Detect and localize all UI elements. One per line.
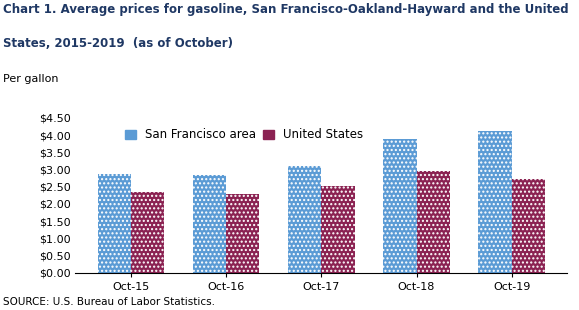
Legend: San Francisco area, United States: San Francisco area, United States bbox=[120, 124, 368, 146]
Bar bbox=[98, 175, 131, 273]
Bar bbox=[416, 171, 450, 273]
Bar bbox=[226, 194, 259, 273]
Bar bbox=[193, 175, 226, 273]
Text: States, 2015-2019  (as of October): States, 2015-2019 (as of October) bbox=[3, 37, 233, 50]
Bar bbox=[383, 139, 416, 273]
Bar bbox=[321, 186, 355, 273]
Bar bbox=[478, 131, 512, 273]
Bar bbox=[131, 192, 164, 273]
Bar bbox=[512, 179, 545, 273]
Text: SOURCE: U.S. Bureau of Labor Statistics.: SOURCE: U.S. Bureau of Labor Statistics. bbox=[3, 297, 215, 307]
Text: Per gallon: Per gallon bbox=[3, 74, 58, 84]
Text: Chart 1. Average prices for gasoline, San Francisco-Oakland-Hayward and the Unit: Chart 1. Average prices for gasoline, Sa… bbox=[3, 3, 569, 16]
Bar bbox=[288, 166, 321, 273]
